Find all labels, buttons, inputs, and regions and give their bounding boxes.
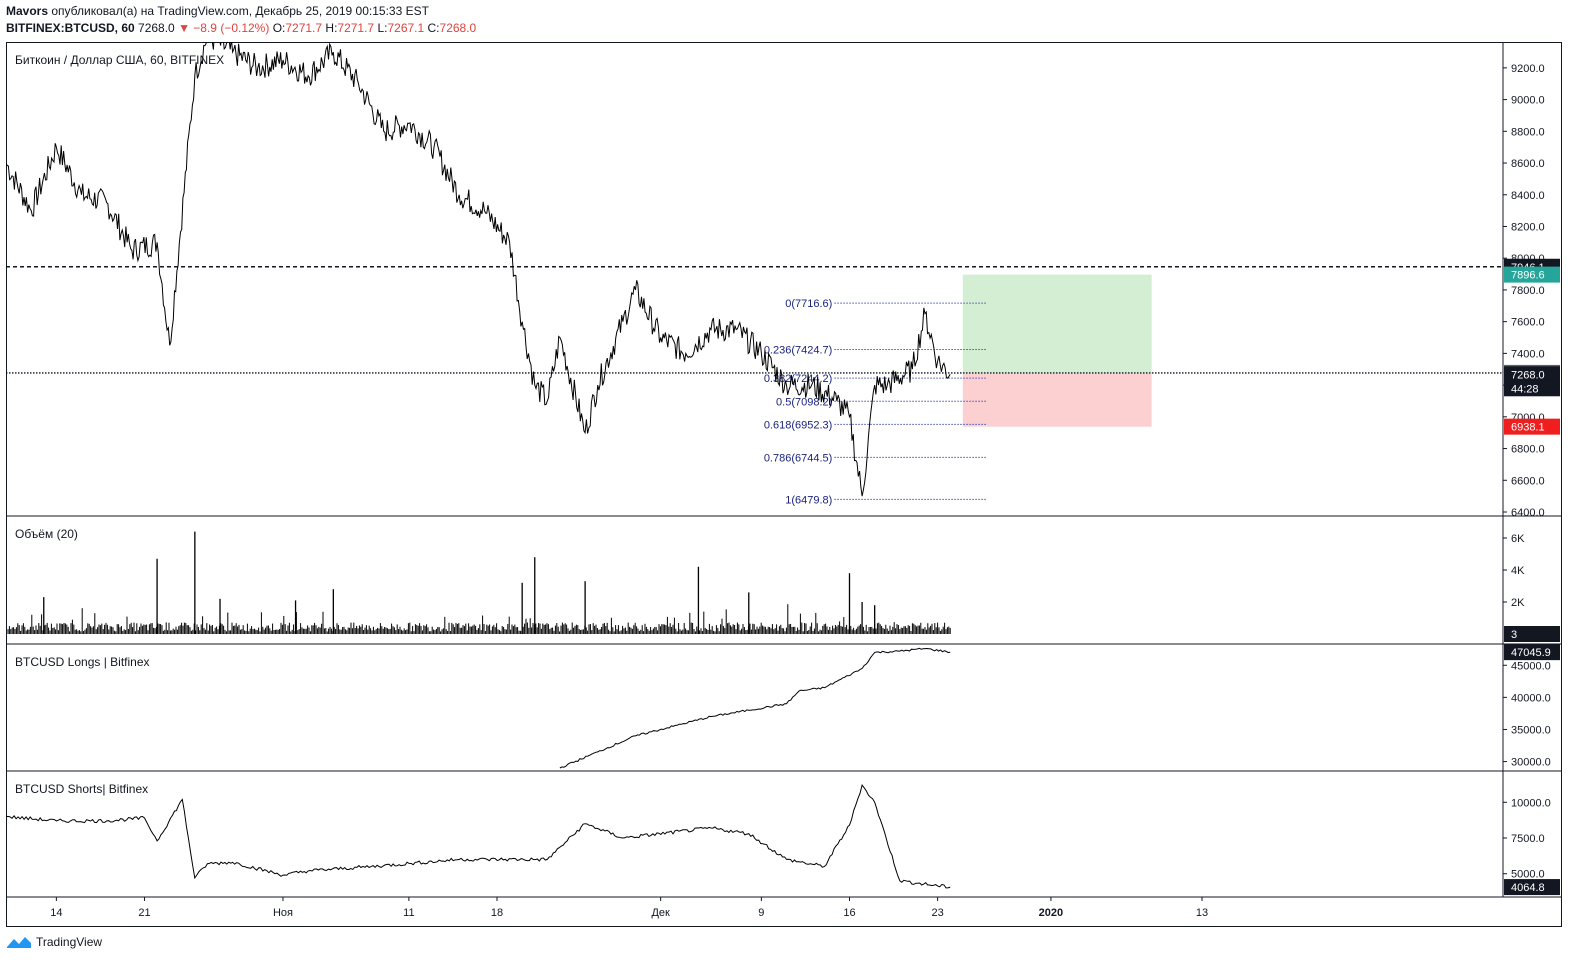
- fib-level-label: 0.786(6744.5): [764, 452, 833, 464]
- author-name[interactable]: Mavors: [6, 4, 49, 18]
- high-label: H:: [325, 21, 338, 35]
- chart-frame: [6, 42, 1562, 927]
- open-value: 7271.7: [285, 21, 323, 35]
- y-tick-label: 4K: [1511, 565, 1525, 577]
- y-tick-label: 9000.0: [1511, 95, 1545, 107]
- y-tick-label: 6800.0: [1511, 444, 1545, 456]
- x-tick-label: 11: [403, 907, 414, 919]
- y-tick-label: 7500.0: [1511, 833, 1545, 845]
- tradingview-logo-icon: [7, 937, 31, 948]
- y-tick-label: 7800.0: [1511, 285, 1545, 297]
- price-tag-label: 44:28: [1511, 383, 1539, 395]
- publish-info: Mavors опубликовал(а) на TradingView.com…: [6, 4, 429, 18]
- price-tag-label: 3: [1511, 629, 1517, 641]
- y-tick-label: 30000.0: [1511, 757, 1551, 769]
- price-tag: [1504, 418, 1560, 435]
- price-tag: [1504, 266, 1560, 283]
- open-label: O:: [272, 21, 286, 35]
- y-tick-label: 10000.0: [1511, 797, 1551, 809]
- chart-area[interactable]: Биткоин / Доллар США, 60, BITFINEX Объём …: [5, 27, 1562, 927]
- fib-level-label: 0.236(7424.7): [764, 344, 833, 356]
- brand-label: TradingView: [36, 935, 103, 949]
- price-tag-label: 7268.0: [1511, 369, 1545, 381]
- price-tag: [1504, 644, 1560, 661]
- close-label: C:: [427, 21, 440, 35]
- x-tick-label: 9: [758, 907, 764, 919]
- footer-brand: TradingView: [6, 935, 102, 949]
- y-tick-label: 40000.0: [1511, 692, 1551, 704]
- pane-title: Биткоин / Доллар США, 60, BITFINEX: [15, 53, 224, 67]
- long-position-loss-zone: [962, 372, 1152, 427]
- fib-level-label: 0.382(7244.2): [764, 373, 833, 385]
- symbol-label: BITFINEX:BTCUSD, 60: [6, 21, 135, 35]
- fib-level-label: 0.5(7098.2): [776, 396, 832, 408]
- ohlc-legend: BITFINEX:BTCUSD, 60 7268.0 ▼ −8.9 (−0.12…: [6, 21, 476, 35]
- x-tick-label: 14: [50, 907, 62, 919]
- x-tick-label: Ноя: [273, 907, 293, 919]
- y-tick-label: 8600.0: [1511, 158, 1545, 170]
- shorts-series-line: [5, 783, 951, 889]
- price-tag: [1504, 366, 1560, 383]
- low-label: L:: [377, 21, 388, 35]
- y-tick-label: 2K: [1511, 597, 1525, 609]
- price-series-line: [5, 27, 951, 497]
- last-price: 7268.0: [138, 21, 175, 35]
- x-tick-label: 13: [1196, 907, 1208, 919]
- pane-title: Объём (20): [15, 527, 78, 541]
- y-tick-label: 9200.0: [1511, 63, 1545, 75]
- y-tick-label: 8200.0: [1511, 221, 1545, 233]
- y-tick-label: 6K: [1511, 533, 1525, 545]
- published-text: опубликовал(а) на TradingView.com, Декаб…: [51, 4, 429, 18]
- x-tick-label: 18: [491, 907, 503, 919]
- low-value: 7267.1: [387, 21, 425, 35]
- chart-svg[interactable]: Биткоин / Доллар США, 60, BITFINEX Объём …: [5, 27, 1562, 927]
- pane-title: BTCUSD Shorts| Bitfinex: [15, 782, 148, 796]
- y-tick-label: 7400.0: [1511, 348, 1545, 360]
- price-tag: [1504, 879, 1560, 896]
- price-tag-label: 4064.8: [1511, 882, 1545, 894]
- x-tick-label: 23: [931, 907, 943, 919]
- y-tick-label: 8800.0: [1511, 126, 1545, 138]
- y-tick-label: 8400.0: [1511, 190, 1545, 202]
- price-tag-label: 47045.9: [1511, 647, 1551, 659]
- y-tick-label: 35000.0: [1511, 724, 1551, 736]
- y-tick-label: 7600.0: [1511, 317, 1545, 329]
- long-position-profit-zone: [962, 274, 1152, 373]
- fib-level-label: 0.618(6952.3): [764, 419, 833, 431]
- price-tag-label: 7896.6: [1511, 270, 1545, 282]
- x-tick-label: 21: [138, 907, 150, 919]
- pane-title: BTCUSD Longs | Bitfinex: [15, 655, 150, 669]
- fib-level-label: 0(7716.6): [785, 298, 832, 310]
- fib-level-label: 1(6479.8): [785, 494, 832, 506]
- y-tick-label: 5000.0: [1511, 869, 1545, 881]
- close-value: 7268.0: [439, 21, 477, 35]
- y-tick-label: 6400.0: [1511, 507, 1545, 519]
- high-value: 7271.7: [337, 21, 375, 35]
- price-change: ▼ −8.9 (−0.12%): [178, 21, 270, 35]
- y-tick-label: 45000.0: [1511, 660, 1551, 672]
- price-tag: [1504, 626, 1560, 642]
- price-tag: [1504, 380, 1560, 397]
- x-tick-label: 16: [843, 907, 855, 919]
- x-tick-label: 2020: [1039, 907, 1063, 919]
- longs-series-line: [559, 647, 951, 769]
- y-tick-label: 6600.0: [1511, 475, 1545, 487]
- x-tick-label: Дек: [651, 907, 670, 919]
- price-tag-label: 6938.1: [1511, 422, 1545, 434]
